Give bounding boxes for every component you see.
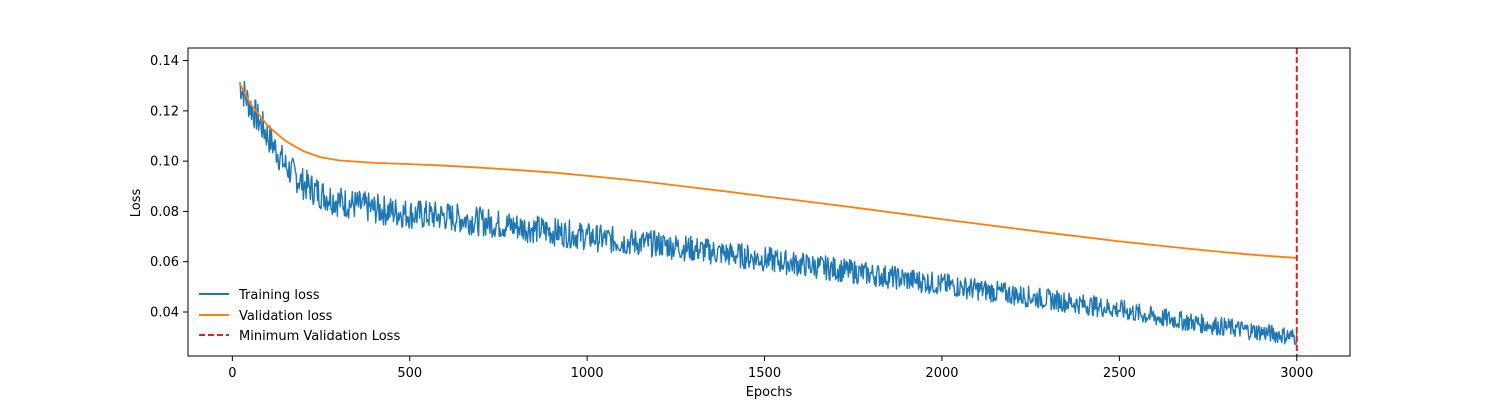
plot-area	[238, 80, 1298, 346]
legend: Training loss Validation loss Minimum Va…	[199, 288, 400, 344]
y-tick-label: 0.04	[150, 306, 179, 321]
x-axis-label: Epochs	[746, 385, 793, 400]
x-tick-label: 500	[397, 366, 422, 381]
y-tick-label: 0.08	[150, 205, 179, 220]
x-tick-label: 1000	[571, 366, 604, 381]
x-tick-label: 2000	[925, 366, 958, 381]
legend-label-training-loss: Training loss	[238, 288, 320, 303]
y-tick-label: 0.10	[150, 155, 179, 170]
series-line-validation-loss	[238, 82, 1297, 259]
x-tick-label: 0	[228, 366, 236, 381]
axes-frame	[187, 47, 1351, 357]
x-tick-label: 3000	[1280, 366, 1313, 381]
legend-label-validation-loss: Validation loss	[239, 309, 333, 324]
y-tick-label: 0.14	[150, 54, 179, 69]
x-tick-label: 2500	[1103, 366, 1136, 381]
y-axis: 0.04 0.06 0.08 0.10 0.12 0.14	[150, 54, 188, 321]
x-axis: 0 500 1000 1500 2000 2500 3000	[228, 356, 1313, 381]
series-line-training-loss	[238, 80, 1298, 346]
y-tick-label: 0.06	[150, 255, 179, 270]
x-tick-label: 1500	[748, 366, 781, 381]
y-axis-label: Loss	[129, 189, 144, 218]
legend-label-min-validation-loss: Minimum Validation Loss	[239, 329, 400, 344]
y-tick-label: 0.12	[150, 104, 179, 119]
